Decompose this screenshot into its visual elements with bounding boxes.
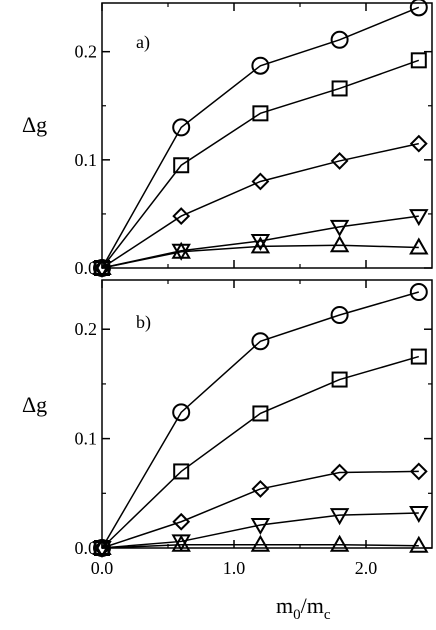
panel-a: 0.0 0.1 0.2 Δg a) xyxy=(22,0,433,279)
series-diamond xyxy=(93,462,428,557)
x-axis-label-sub0: 0 xyxy=(293,607,301,623)
y-tick-label: 0.2 xyxy=(75,42,98,62)
y-tick-label: 0.0 xyxy=(75,538,98,558)
y-tick-label: 0.1 xyxy=(75,150,98,170)
series-triangle-down xyxy=(92,209,429,279)
point-triangle-down xyxy=(409,209,429,227)
point-triangle-up xyxy=(250,534,271,552)
x-tick-label: 1.0 xyxy=(223,558,246,578)
point-triangle-up xyxy=(92,257,112,275)
point-diamond xyxy=(330,152,349,170)
point-triangle-down xyxy=(329,508,350,526)
x-axis-label-subc: c xyxy=(324,607,331,623)
y-axis-label: Δg xyxy=(22,112,47,137)
series-line-triangle-down xyxy=(101,215,419,269)
panel-label: a) xyxy=(136,32,150,53)
point-diamond xyxy=(330,463,349,482)
point-triangle-up xyxy=(92,537,112,555)
point-square xyxy=(252,105,269,122)
point-triangle-up xyxy=(409,237,429,255)
point-diamond xyxy=(251,480,270,498)
point-circle xyxy=(409,283,428,302)
point-square xyxy=(173,463,190,480)
point-circle xyxy=(330,306,349,325)
point-triangle-down xyxy=(329,219,350,237)
point-diamond xyxy=(251,172,270,191)
series-triangle-up xyxy=(92,235,429,275)
point-circle xyxy=(251,56,270,75)
point-triangle-up xyxy=(329,534,350,552)
point-triangle-down xyxy=(250,518,271,536)
series-diamond xyxy=(93,134,428,277)
point-triangle-up xyxy=(329,235,350,253)
point-triangle-up xyxy=(171,534,191,552)
point-square xyxy=(252,405,269,422)
series-line-square xyxy=(101,355,420,549)
x-tick-label: 0.0 xyxy=(91,558,114,578)
x-axis-label: m0/mc xyxy=(276,593,331,623)
series-square xyxy=(94,52,427,276)
y-tick-label: 0.1 xyxy=(75,429,98,449)
series-line-triangle-up xyxy=(101,244,419,269)
panel-b: 0.0 0.1 0.2 0.0 1.0 2.0 Δg b) xyxy=(22,279,433,578)
point-diamond xyxy=(409,134,428,153)
plot-frame xyxy=(101,2,433,269)
y-tick-label: 0.2 xyxy=(75,319,98,339)
point-triangle-down xyxy=(250,233,271,251)
point-square xyxy=(331,371,348,388)
point-triangle-up xyxy=(409,535,429,553)
point-triangle-up xyxy=(171,241,191,259)
y-axis-label: Δg xyxy=(22,392,47,417)
point-square xyxy=(331,80,348,97)
point-diamond xyxy=(172,512,191,531)
x-axis-label-slash: /m xyxy=(301,593,324,618)
point-circle xyxy=(330,30,349,49)
point-triangle-up xyxy=(250,236,271,254)
series-circle xyxy=(93,283,428,557)
series-triangle-up xyxy=(92,534,429,555)
point-circle xyxy=(172,403,191,422)
point-diamond xyxy=(409,462,428,481)
series-line-diamond xyxy=(101,142,419,269)
series-line-circle xyxy=(101,291,420,549)
x-axis-label-m: m xyxy=(276,593,293,618)
point-square xyxy=(410,348,427,365)
point-diamond xyxy=(172,207,191,225)
series-line-triangle-up xyxy=(101,543,419,549)
point-triangle-down xyxy=(409,505,429,524)
series-line-circle xyxy=(101,6,420,269)
series-line-diamond xyxy=(101,470,419,549)
x-tick-label: 2.0 xyxy=(355,558,378,578)
series-square xyxy=(94,348,427,556)
point-circle xyxy=(172,118,191,137)
point-circle xyxy=(251,332,270,351)
panel-label: b) xyxy=(136,312,151,333)
point-square xyxy=(173,157,190,174)
y-tick-label: 0.0 xyxy=(75,258,98,278)
point-circle xyxy=(409,0,428,17)
series-line-square xyxy=(101,59,420,269)
series-line-triangle-down xyxy=(101,512,419,549)
point-square xyxy=(410,52,427,69)
